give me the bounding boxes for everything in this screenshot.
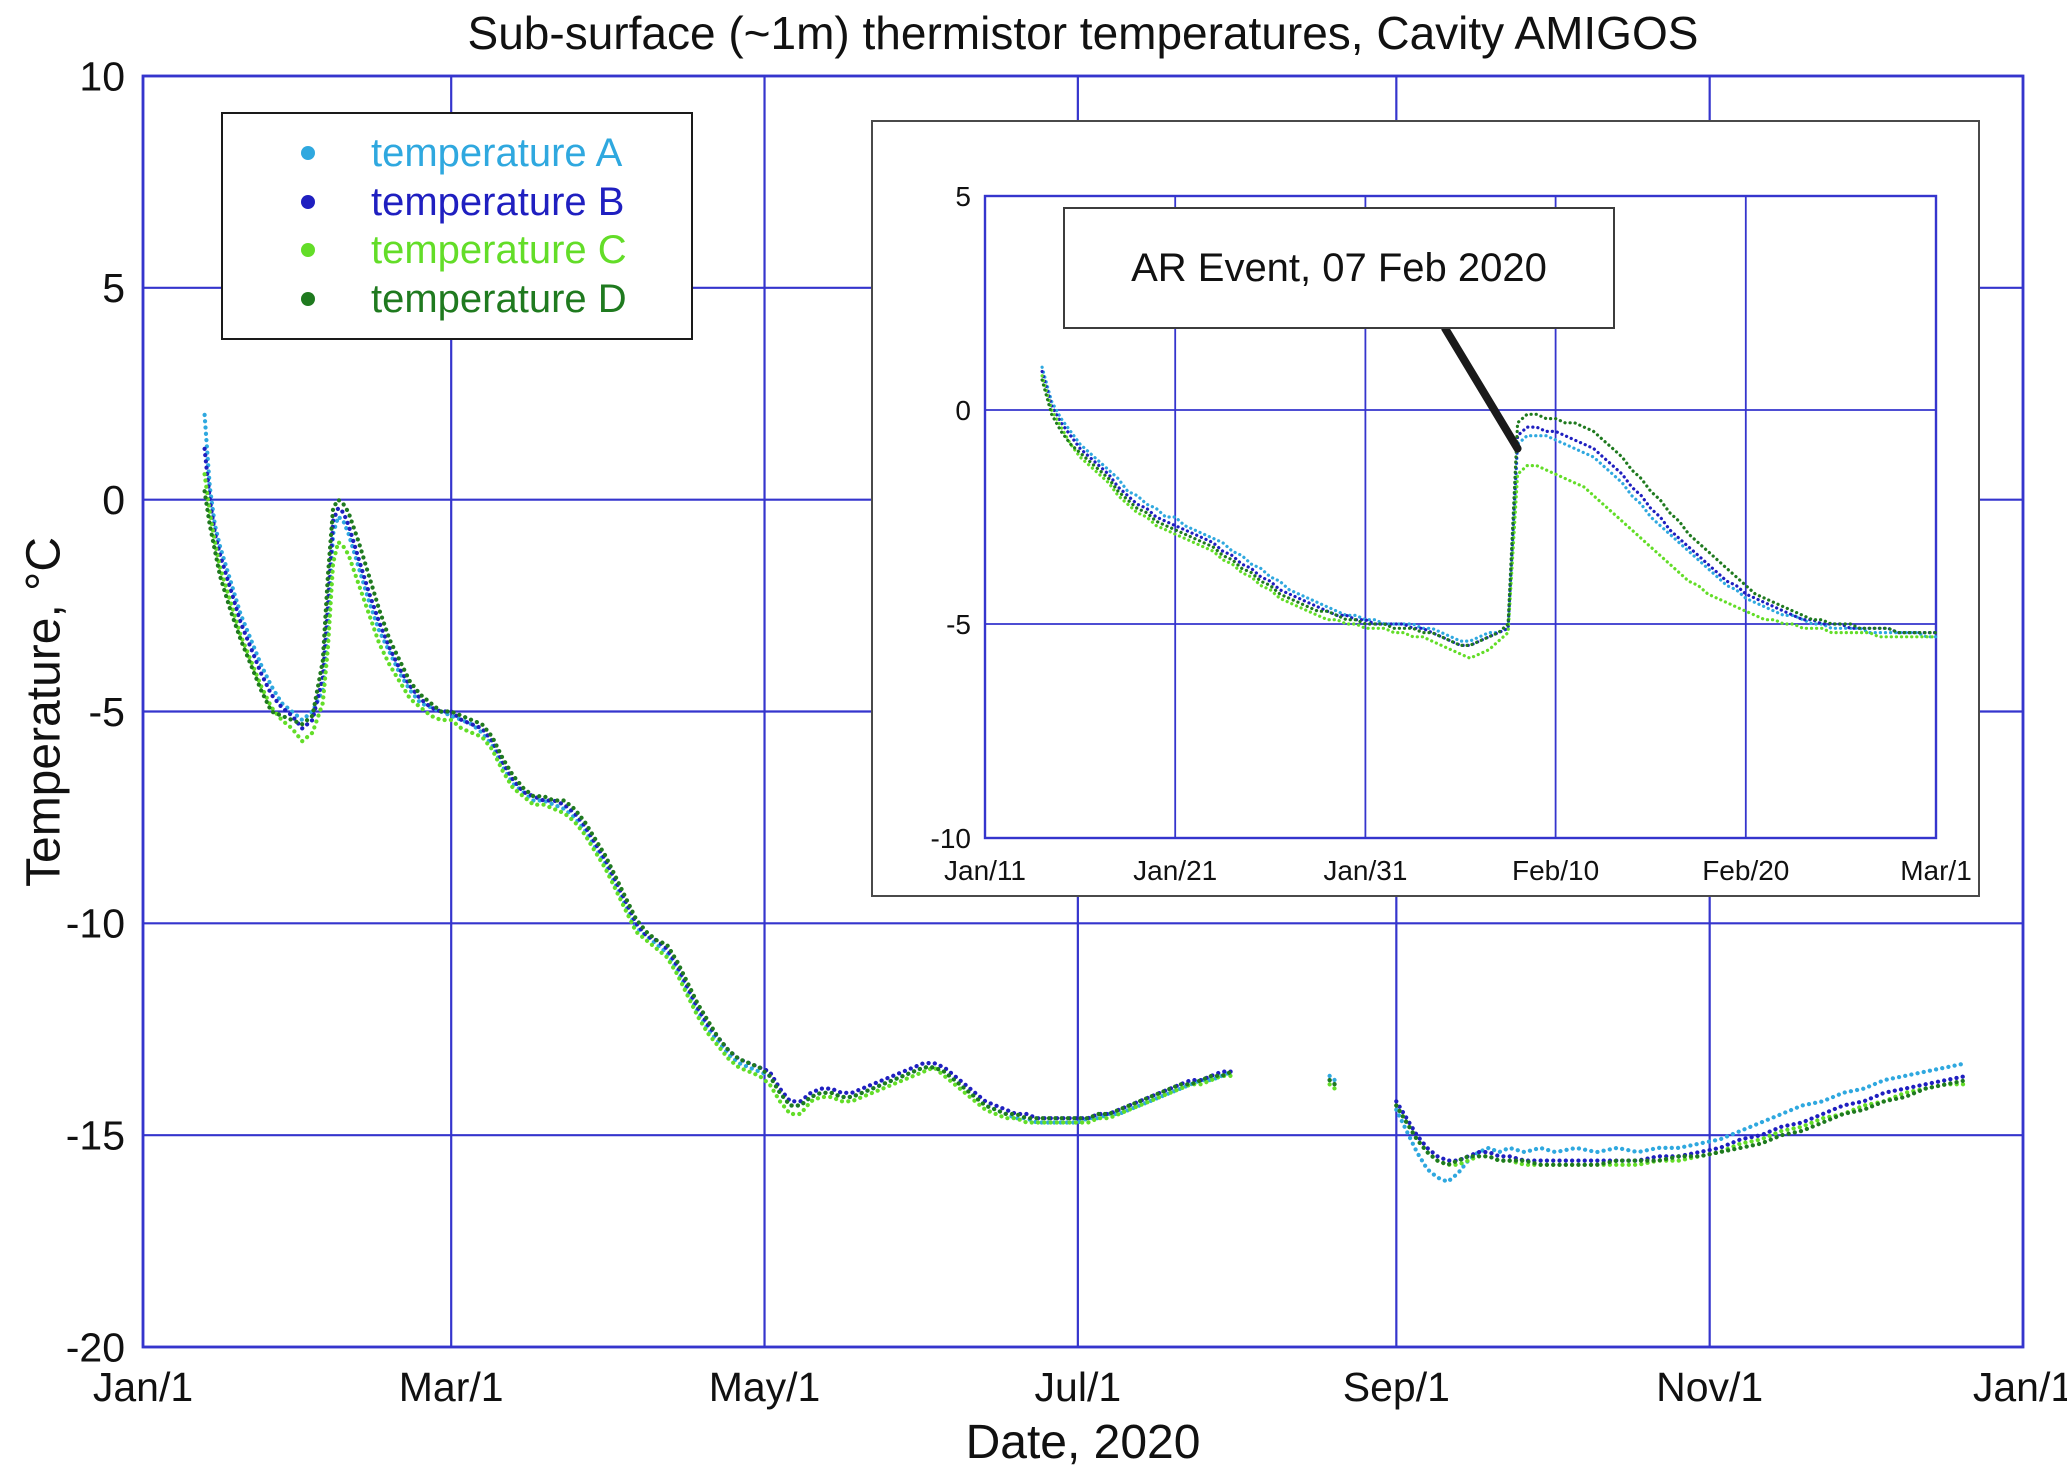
- annotation-text: AR Event, 07 Feb 2020: [1131, 245, 1547, 290]
- legend-label: temperature B: [371, 179, 625, 224]
- svg-text:-10: -10: [931, 823, 971, 854]
- svg-text:0: 0: [102, 477, 125, 523]
- legend-label: temperature A: [371, 130, 623, 175]
- legend-swatch-icon: [301, 194, 315, 209]
- inset-chart: Jan/11 Jan/21 Jan/31 Feb/10 Feb/20 Mar/1 5 0 -5 -…: [871, 120, 1980, 897]
- svg-text:May/1: May/1: [709, 1364, 821, 1410]
- legend-swatch-icon: [301, 145, 315, 160]
- svg-text:Sep/1: Sep/1: [1343, 1364, 1450, 1410]
- legend-swatch-icon: [301, 292, 315, 307]
- svg-text:Feb/20: Feb/20: [1702, 855, 1789, 886]
- svg-text:Jul/1: Jul/1: [1035, 1364, 1122, 1410]
- svg-text:-20: -20: [66, 1324, 125, 1370]
- svg-text:-5: -5: [89, 689, 125, 735]
- svg-text:Mar/1: Mar/1: [399, 1364, 504, 1410]
- legend: temperature A temperature B temperature …: [221, 112, 693, 340]
- svg-text:-10: -10: [66, 901, 125, 947]
- svg-text:Nov/1: Nov/1: [1656, 1364, 1763, 1410]
- svg-text:-5: -5: [946, 609, 971, 640]
- svg-text:-15: -15: [66, 1113, 125, 1159]
- svg-text:10: 10: [79, 53, 125, 99]
- legend-item-temperature-a: temperature A: [301, 133, 671, 173]
- svg-text:Jan/31: Jan/31: [1323, 855, 1407, 886]
- x-axis-label: Date, 2020: [965, 1416, 1201, 1469]
- svg-text:Jan/11: Jan/11: [944, 855, 1026, 886]
- svg-text:Mar/1: Mar/1: [1900, 855, 1972, 886]
- svg-text:0: 0: [955, 395, 971, 426]
- legend-item-temperature-b: temperature B: [301, 182, 671, 222]
- y-axis-label: Temperature, °C: [17, 537, 71, 887]
- legend-item-temperature-c: temperature C: [301, 230, 671, 270]
- legend-label: temperature D: [371, 277, 627, 322]
- chart-title: Sub-surface (~1m) thermistor temperature…: [467, 7, 1699, 59]
- svg-text:5: 5: [955, 181, 971, 212]
- legend-label: temperature C: [371, 228, 627, 273]
- svg-text:Jan/1: Jan/1: [1973, 1364, 2067, 1410]
- legend-swatch-icon: [301, 243, 315, 258]
- svg-text:Jan/21: Jan/21: [1133, 855, 1217, 886]
- inset-chart-canvas: Jan/11 Jan/21 Jan/31 Feb/10 Feb/20 Mar/1 5 0 -5 -…: [931, 181, 1972, 886]
- legend-item-temperature-d: temperature D: [301, 279, 671, 319]
- annotation-box: AR Event, 07 Feb 2020: [1063, 207, 1615, 329]
- svg-text:Feb/10: Feb/10: [1512, 855, 1599, 886]
- svg-text:Jan/1: Jan/1: [93, 1364, 193, 1410]
- svg-text:5: 5: [102, 265, 125, 311]
